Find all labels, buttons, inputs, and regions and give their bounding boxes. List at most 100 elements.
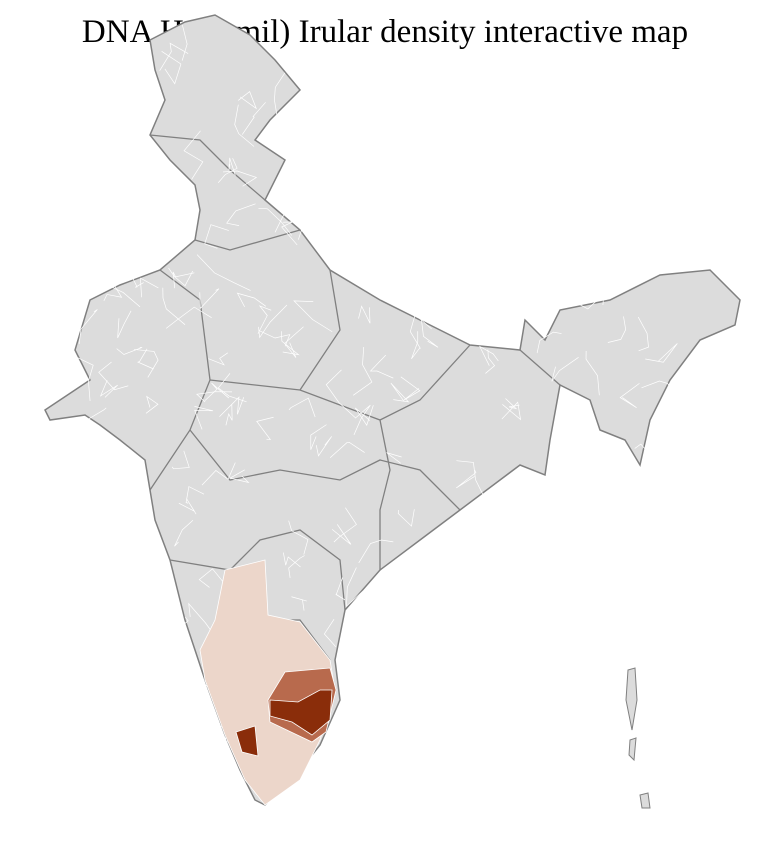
density-high-region-tamil-nadu[interactable] (269, 689, 333, 736)
district-border (634, 443, 652, 457)
district-border (485, 349, 496, 374)
district-border (329, 441, 365, 458)
district-border (400, 376, 421, 401)
district-border (171, 450, 190, 470)
district-border (238, 91, 257, 110)
district-border (196, 254, 251, 291)
district-border (576, 293, 605, 310)
district-border (140, 277, 159, 298)
district-border (198, 568, 229, 589)
district-border (411, 331, 421, 360)
district-border (236, 292, 267, 308)
district-border (178, 498, 197, 515)
district-border (284, 326, 304, 358)
district-border (288, 520, 309, 555)
district-border (145, 395, 159, 414)
district-border (256, 416, 274, 440)
district-border (162, 287, 186, 325)
density-low-region[interactable] (199, 559, 336, 806)
district-border (181, 24, 188, 61)
district-border (325, 369, 357, 419)
district-border (358, 305, 371, 324)
district-border (165, 616, 189, 627)
district-border (199, 288, 220, 310)
district-border (536, 331, 562, 354)
district-border (78, 309, 98, 345)
district-border (333, 507, 357, 543)
district-border (353, 346, 373, 396)
district-border (346, 567, 364, 608)
density-high-region-kerala[interactable] (235, 725, 259, 757)
district-border (161, 50, 182, 85)
district-border (619, 383, 640, 409)
district-border (194, 406, 214, 430)
district-border (204, 224, 229, 249)
district-border (274, 72, 286, 118)
district-border (397, 509, 415, 527)
district-border (386, 452, 402, 464)
district-border (283, 552, 301, 568)
district-border (133, 349, 159, 378)
district-border (76, 357, 94, 402)
district-border (168, 267, 194, 287)
district-border (228, 157, 236, 176)
district-border (234, 104, 255, 147)
district-border (204, 382, 230, 402)
district-border (159, 42, 189, 71)
district-border (331, 524, 352, 545)
district-lines (76, 24, 678, 760)
district-border (172, 271, 195, 289)
district-border (258, 207, 293, 236)
district-border (99, 380, 118, 398)
district-border (103, 283, 123, 302)
district-border (117, 310, 132, 339)
district-border (456, 470, 477, 489)
district-border (293, 300, 333, 333)
district-border (185, 486, 205, 504)
district-border (335, 577, 346, 601)
district-border (257, 305, 272, 334)
district-border (645, 343, 678, 363)
district-border (174, 520, 194, 547)
district-border (116, 346, 143, 355)
district-border (208, 352, 229, 366)
district-border (241, 102, 266, 135)
district-border (137, 348, 154, 370)
district-border (369, 354, 394, 379)
district-border (281, 221, 298, 246)
district-border (637, 316, 649, 352)
district-border (229, 469, 250, 484)
district-border (409, 314, 432, 349)
district-border (310, 424, 327, 450)
district-border (551, 357, 579, 382)
district-border (315, 436, 332, 457)
district-border (291, 596, 307, 611)
district-border (219, 396, 245, 417)
district-border (288, 397, 316, 418)
district-border (165, 306, 212, 329)
district-border (81, 407, 107, 430)
district-border (607, 316, 627, 343)
district-border (274, 213, 304, 240)
district-border (478, 345, 499, 366)
district-border (390, 382, 410, 403)
district-border (222, 170, 258, 187)
district-border (225, 404, 233, 426)
district-border (288, 555, 305, 579)
andaman-islands[interactable] (625, 667, 651, 809)
district-border (323, 619, 337, 648)
district-border (93, 278, 141, 308)
district-border (354, 405, 374, 426)
district-border (358, 539, 394, 564)
district-border (127, 268, 144, 288)
district-border (196, 391, 232, 403)
district-border (201, 462, 236, 486)
district-border (353, 404, 371, 436)
district-border (585, 350, 600, 396)
district-border (501, 401, 522, 421)
district-border (258, 330, 291, 347)
district-border (456, 460, 486, 499)
district-border (226, 203, 256, 226)
district-border (421, 319, 439, 348)
